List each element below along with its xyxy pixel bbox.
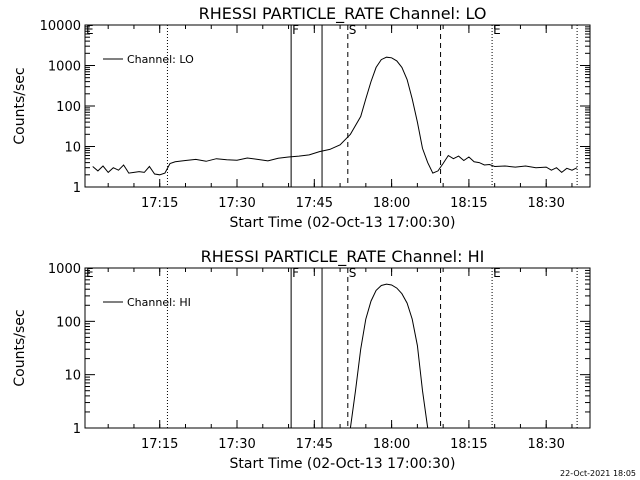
y-tick-label: 100 bbox=[56, 315, 81, 330]
x-tick-label: 17:15 bbox=[141, 196, 178, 211]
series-line bbox=[92, 56, 578, 176]
x-tick-label: 17:30 bbox=[218, 437, 255, 452]
event-marker-label: E bbox=[86, 23, 94, 37]
x-tick-label: 18:30 bbox=[527, 196, 564, 211]
y-tick-label: 1 bbox=[73, 181, 81, 196]
y-tick-label: 1000 bbox=[48, 262, 81, 277]
chart-title: RHESSI PARTICLE_RATE Channel: LO bbox=[199, 4, 487, 24]
chart-title: RHESSI PARTICLE_RATE Channel: HI bbox=[201, 247, 485, 267]
y-axis-label: Counts/sec bbox=[12, 309, 28, 386]
event-marker-label: F bbox=[292, 23, 299, 37]
event-marker-label: S bbox=[349, 23, 357, 37]
x-axis-label: Start Time (02-Oct-13 17:00:30) bbox=[230, 456, 456, 472]
x-tick-label: 17:30 bbox=[218, 196, 255, 211]
plot-frame bbox=[84, 24, 591, 188]
y-tick-label: 1000 bbox=[48, 60, 81, 75]
x-tick-label: 18:15 bbox=[450, 437, 487, 452]
y-tick-label: 10 bbox=[64, 141, 81, 156]
series-line bbox=[349, 283, 429, 429]
x-axis-label: Start Time (02-Oct-13 17:00:30) bbox=[230, 215, 456, 231]
event-marker-label: E bbox=[493, 266, 501, 280]
y-axis-label: Counts/sec bbox=[12, 67, 28, 144]
x-tick-label: 17:15 bbox=[141, 437, 178, 452]
y-tick-label: 10 bbox=[64, 369, 81, 384]
x-tick-label: 18:00 bbox=[373, 437, 410, 452]
legend-label: Channel: LO bbox=[127, 53, 194, 66]
event-marker-label: E bbox=[86, 266, 94, 280]
y-tick-label: 1 bbox=[73, 422, 81, 437]
x-tick-label: 17:45 bbox=[296, 196, 333, 211]
x-tick-label: 18:30 bbox=[527, 437, 564, 452]
event-marker-label: E bbox=[493, 23, 501, 37]
legend-label: Channel: HI bbox=[127, 296, 191, 309]
y-tick-label: 10000 bbox=[40, 19, 81, 34]
x-tick-label: 18:00 bbox=[373, 196, 410, 211]
panel-hi: RHESSI PARTICLE_RATE Channel: HI Start Ti… bbox=[12, 247, 591, 472]
y-tick-label: 100 bbox=[56, 100, 81, 115]
x-tick-label: 17:45 bbox=[296, 437, 333, 452]
event-marker-label: F bbox=[292, 266, 299, 280]
footer-timestamp: 22-Oct-2021 18:05 bbox=[560, 469, 636, 478]
panel-lo: RHESSI PARTICLE_RATE Channel: LO Start Ti… bbox=[12, 4, 591, 231]
event-marker-label: S bbox=[349, 266, 357, 280]
plot-frame bbox=[84, 267, 591, 429]
x-tick-label: 18:15 bbox=[450, 196, 487, 211]
